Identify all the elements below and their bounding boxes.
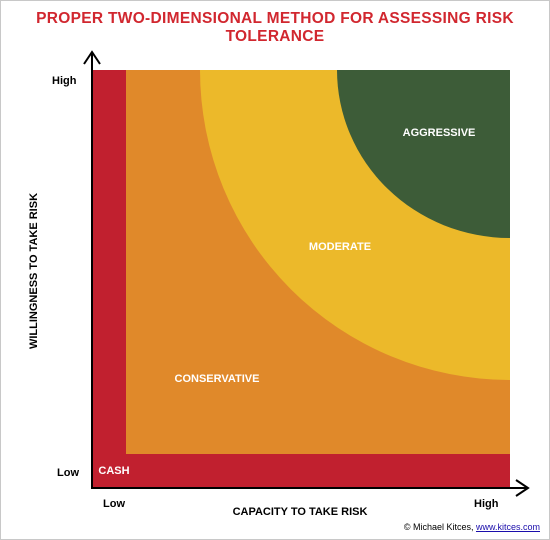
x-axis-arrow-icon: [515, 479, 530, 497]
y-axis-arrow-icon: [83, 50, 101, 65]
aggressive-zone: [337, 70, 510, 238]
moderate-label: MODERATE: [308, 241, 372, 253]
credit-link[interactable]: www.kitces.com: [475, 522, 540, 532]
aggressive-label: AGGRESSIVE: [402, 127, 476, 139]
y-axis-title: WILLINGNESS TO TAKE RISK: [28, 192, 40, 350]
credit-line: © Michael Kitces, www.kitces.com: [404, 522, 540, 532]
figure-title: PROPER TWO-DIMENSIONAL METHOD FOR ASSESS…: [36, 10, 514, 45]
credit-prefix: © Michael Kitces,: [403, 522, 476, 532]
cash-label: CASH: [98, 465, 130, 477]
x-axis-low-label: Low: [103, 498, 125, 510]
x-axis-title: CAPACITY TO TAKE RISK: [232, 506, 368, 518]
x-axis-high-label: High: [474, 498, 499, 510]
conservative-label: CONSERVATIVE: [174, 373, 260, 385]
y-axis-high-label: High: [52, 75, 77, 87]
y-axis-low-label: Low: [57, 467, 79, 479]
